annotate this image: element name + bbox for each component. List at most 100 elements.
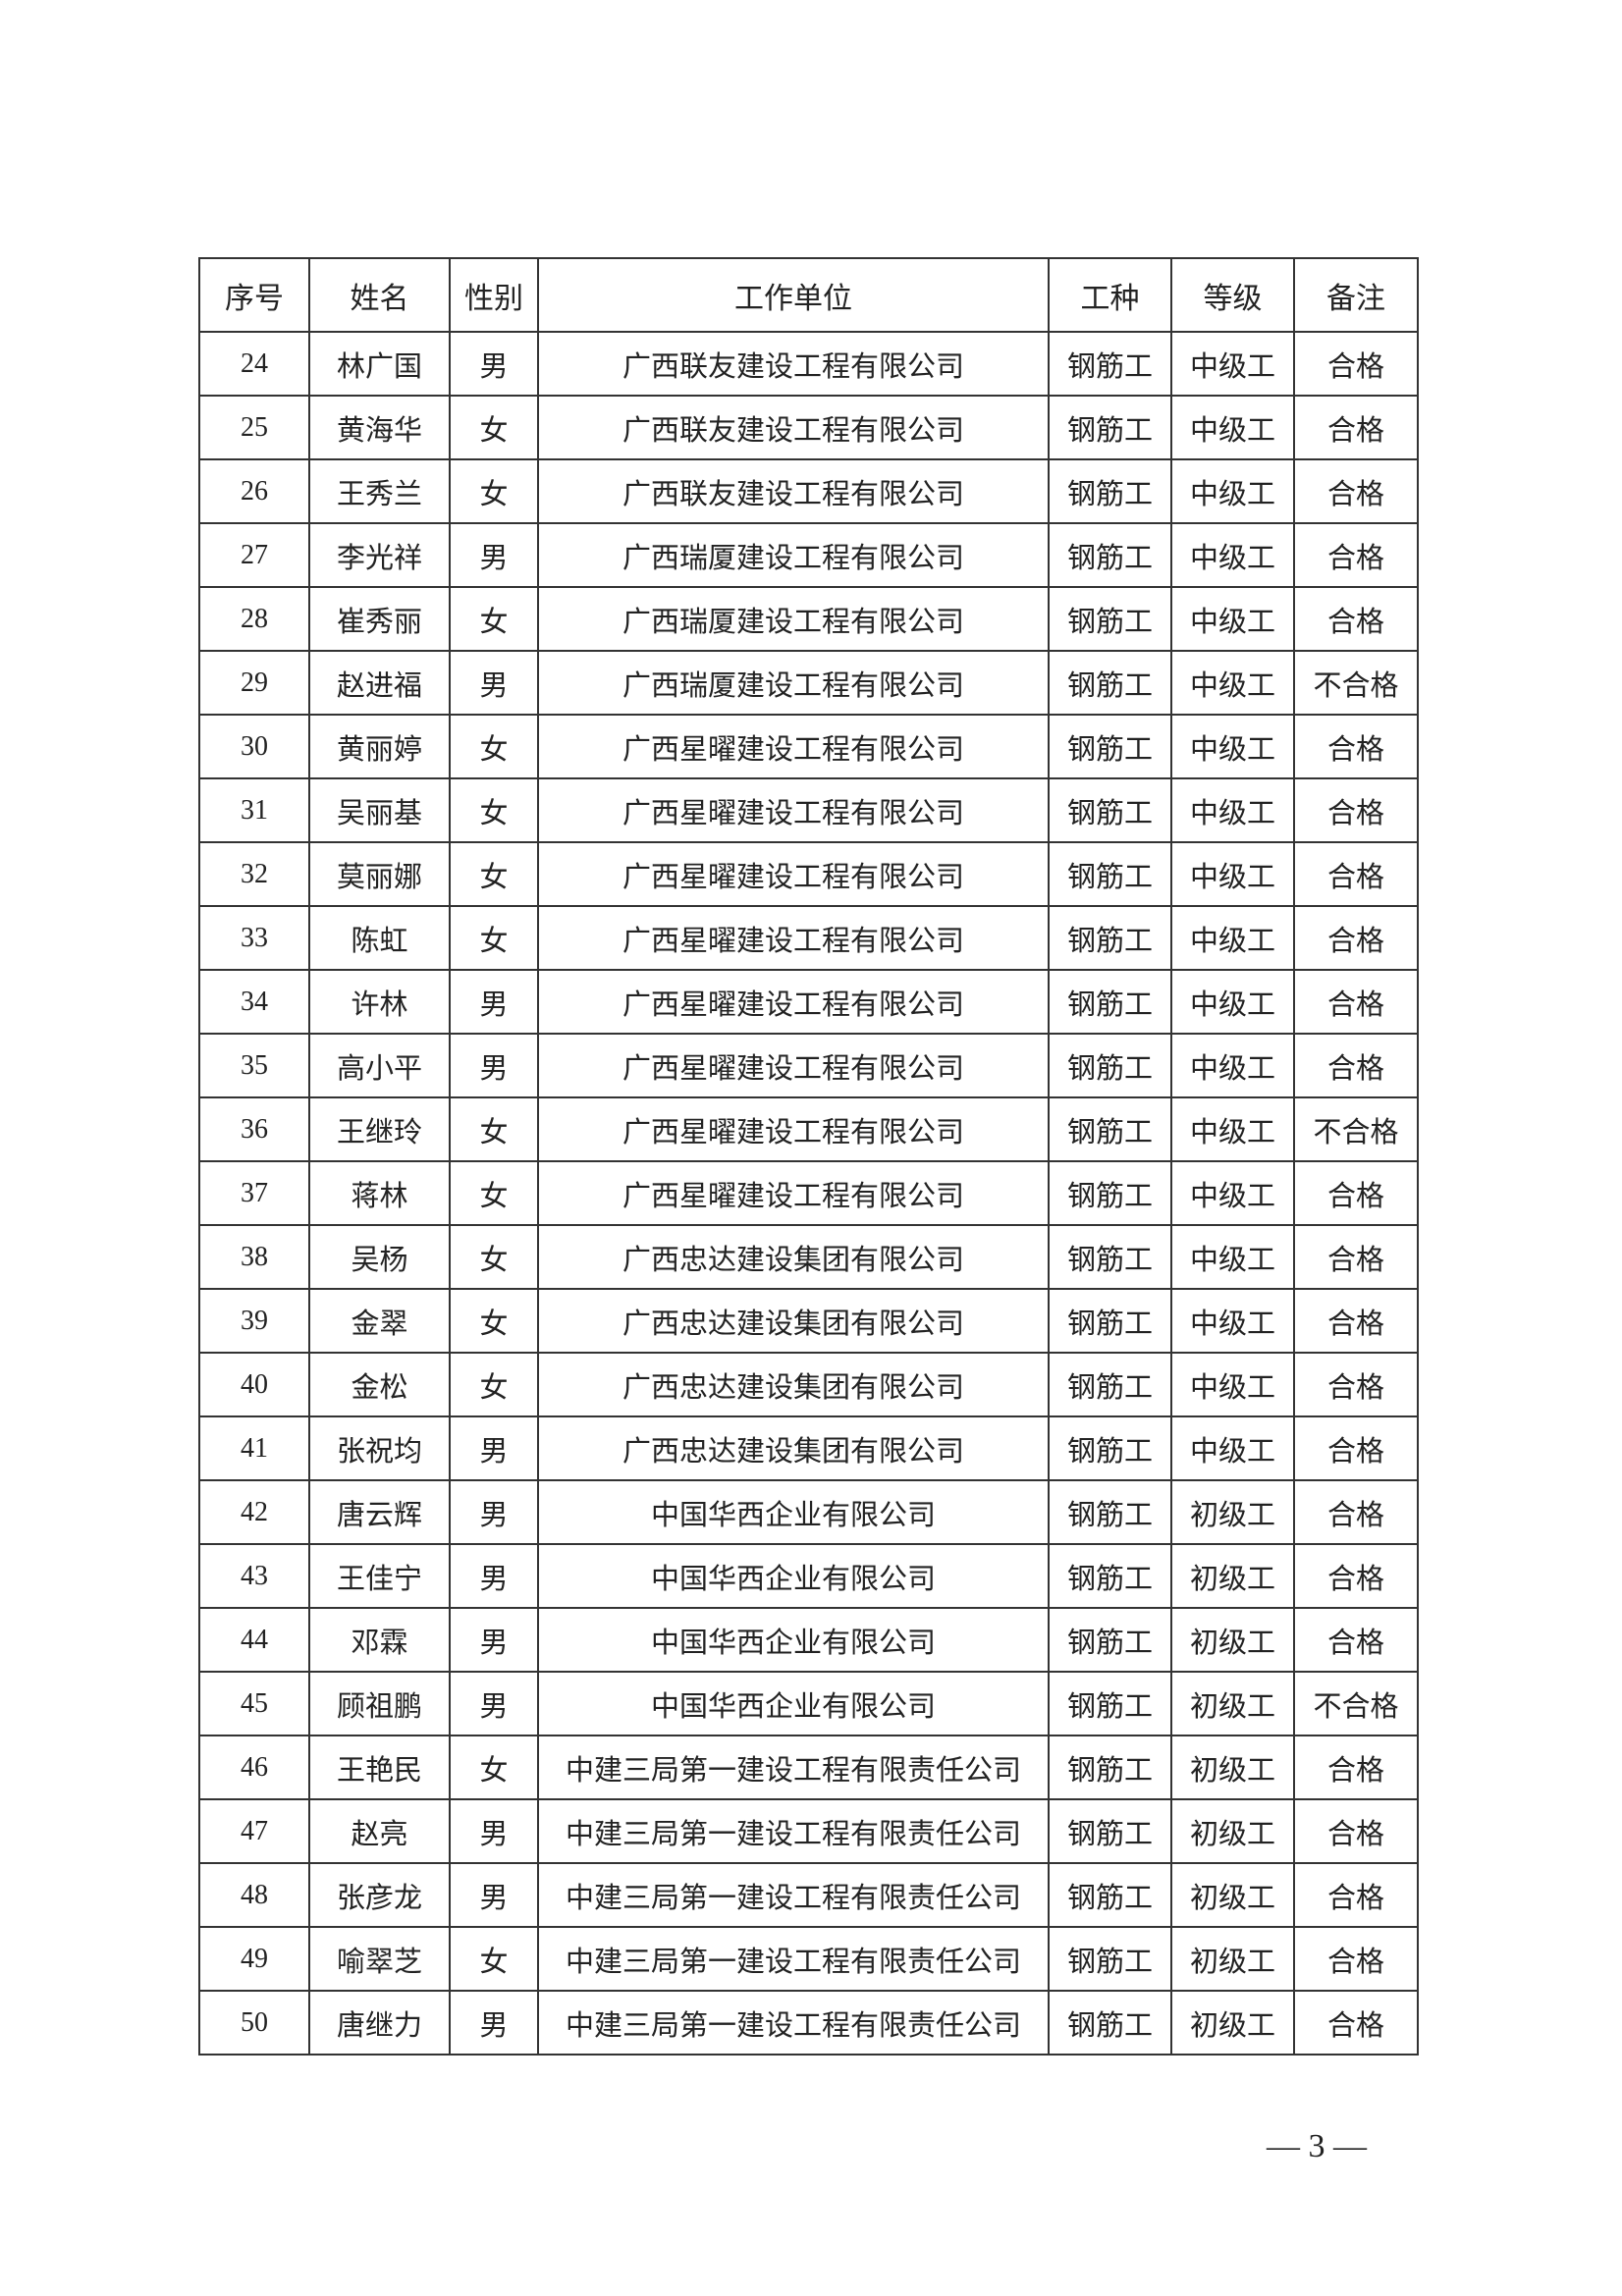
cell-col-index: 37 — [198, 1160, 310, 1226]
cell-col-index: 42 — [198, 1479, 310, 1545]
table-row: 47 赵亮男中建三局第一建设工程有限责任公司 钢筋工 初级工 合格 — [198, 1798, 1419, 1864]
cell-col-remark: 合格 — [1293, 1415, 1419, 1481]
cell-col-employer: 中国华西企业有限公司 — [537, 1479, 1050, 1545]
cell-col-trade: 钢筋工 — [1048, 1160, 1172, 1226]
cell-col-trade: 钢筋工 — [1048, 1224, 1172, 1290]
cell-col-level: 初级工 — [1170, 1671, 1295, 1736]
header-col-remark: 备注 — [1293, 257, 1419, 333]
cell-col-trade: 钢筋工 — [1048, 714, 1172, 779]
cell-col-remark: 不合格 — [1293, 1096, 1419, 1162]
cell-col-index: 27 — [198, 522, 310, 588]
cell-col-name: 黄丽婷 — [308, 714, 451, 779]
header-col-name: 姓名 — [308, 257, 451, 333]
cell-col-name: 吴杨 — [308, 1224, 451, 1290]
cell-col-index: 31 — [198, 777, 310, 843]
cell-col-employer: 广西瑞厦建设工程有限公司 — [537, 522, 1050, 588]
cell-col-remark: 合格 — [1293, 777, 1419, 843]
cell-col-gender: 女 — [449, 714, 539, 779]
cell-col-gender: 男 — [449, 1415, 539, 1481]
cell-col-employer: 广西忠达建设集团有限公司 — [537, 1224, 1050, 1290]
cell-col-trade: 钢筋工 — [1048, 1288, 1172, 1354]
cell-col-name: 吴丽基 — [308, 777, 451, 843]
cell-col-employer: 广西瑞厦建设工程有限公司 — [537, 650, 1050, 716]
cell-col-trade: 钢筋工 — [1048, 458, 1172, 524]
cell-col-index: 28 — [198, 586, 310, 652]
table-row: 43 王佳宁男中国华西企业有限公司 钢筋工 初级工 合格 — [198, 1543, 1419, 1609]
cell-col-gender: 女 — [449, 1926, 539, 1992]
cell-col-trade: 钢筋工 — [1048, 1671, 1172, 1736]
cell-col-index: 34 — [198, 969, 310, 1035]
table-row: 26 王秀兰女广西联友建设工程有限公司 钢筋工 中级工 合格 — [198, 458, 1419, 524]
table-row: 39 金翠女广西忠达建设集团有限公司 钢筋工 中级工 合格 — [198, 1288, 1419, 1354]
cell-col-remark: 合格 — [1293, 1352, 1419, 1417]
cell-col-level: 初级工 — [1170, 1798, 1295, 1864]
cell-col-level: 初级工 — [1170, 1862, 1295, 1928]
cell-col-level: 中级工 — [1170, 522, 1295, 588]
table-row: 28 崔秀丽女广西瑞厦建设工程有限公司 钢筋工 中级工 合格 — [198, 586, 1419, 652]
cell-col-trade: 钢筋工 — [1048, 1096, 1172, 1162]
cell-col-trade: 钢筋工 — [1048, 1798, 1172, 1864]
cell-col-employer: 广西星曜建设工程有限公司 — [537, 1096, 1050, 1162]
table-row: 25 黄海华女广西联友建设工程有限公司 钢筋工 中级工 合格 — [198, 395, 1419, 460]
cell-col-remark: 合格 — [1293, 1607, 1419, 1673]
cell-col-remark: 合格 — [1293, 1862, 1419, 1928]
cell-col-trade: 钢筋工 — [1048, 586, 1172, 652]
cell-col-index: 36 — [198, 1096, 310, 1162]
cell-col-level: 初级工 — [1170, 1990, 1295, 2056]
table-row: 49 喻翠芝女中建三局第一建设工程有限责任公司 钢筋工 初级工 合格 — [198, 1926, 1419, 1992]
cell-col-remark: 合格 — [1293, 714, 1419, 779]
cell-col-employer: 中建三局第一建设工程有限责任公司 — [537, 1862, 1050, 1928]
cell-col-remark: 合格 — [1293, 331, 1419, 397]
cell-col-gender: 女 — [449, 395, 539, 460]
cell-col-name: 喻翠芝 — [308, 1926, 451, 1992]
cell-col-gender: 女 — [449, 1352, 539, 1417]
table-row: 38 吴杨女广西忠达建设集团有限公司 钢筋工 中级工 合格 — [198, 1224, 1419, 1290]
header-col-trade: 工种 — [1048, 257, 1172, 333]
cell-col-name: 邓霖 — [308, 1607, 451, 1673]
cell-col-name: 林广国 — [308, 331, 451, 397]
page-number: — 3 — — [1267, 2128, 1367, 2164]
table-row: 30 黄丽婷女广西星曜建设工程有限公司 钢筋工 中级工 合格 — [198, 714, 1419, 779]
header-col-employer: 工作单位 — [537, 257, 1050, 333]
cell-col-employer: 广西星曜建设工程有限公司 — [537, 905, 1050, 971]
cell-col-name: 赵进福 — [308, 650, 451, 716]
cell-col-employer: 广西忠达建设集团有限公司 — [537, 1352, 1050, 1417]
cell-col-index: 41 — [198, 1415, 310, 1481]
cell-col-employer: 广西瑞厦建设工程有限公司 — [537, 586, 1050, 652]
cell-col-trade: 钢筋工 — [1048, 1735, 1172, 1800]
cell-col-name: 黄海华 — [308, 395, 451, 460]
cell-col-employer: 广西星曜建设工程有限公司 — [537, 841, 1050, 907]
cell-col-name: 王秀兰 — [308, 458, 451, 524]
cell-col-employer: 广西星曜建设工程有限公司 — [537, 1033, 1050, 1098]
table-row: 40 金松女广西忠达建设集团有限公司 钢筋工 中级工 合格 — [198, 1352, 1419, 1417]
table-row: 48 张彦龙男中建三局第一建设工程有限责任公司 钢筋工 初级工 合格 — [198, 1862, 1419, 1928]
cell-col-employer: 广西联友建设工程有限公司 — [537, 331, 1050, 397]
cell-col-trade: 钢筋工 — [1048, 1033, 1172, 1098]
cell-col-level: 中级工 — [1170, 1096, 1295, 1162]
cell-col-gender: 女 — [449, 1096, 539, 1162]
cell-col-level: 中级工 — [1170, 395, 1295, 460]
cell-col-remark: 合格 — [1293, 1926, 1419, 1992]
cell-col-trade: 钢筋工 — [1048, 1415, 1172, 1481]
cell-col-index: 46 — [198, 1735, 310, 1800]
cell-col-gender: 女 — [449, 841, 539, 907]
cell-col-level: 初级工 — [1170, 1926, 1295, 1992]
cell-col-level: 中级工 — [1170, 714, 1295, 779]
cell-col-index: 48 — [198, 1862, 310, 1928]
cell-col-employer: 广西忠达建设集团有限公司 — [537, 1415, 1050, 1481]
cell-col-trade: 钢筋工 — [1048, 395, 1172, 460]
cell-col-level: 中级工 — [1170, 1415, 1295, 1481]
cell-col-remark: 合格 — [1293, 841, 1419, 907]
cell-col-level: 中级工 — [1170, 777, 1295, 843]
cell-col-name: 顾祖鹏 — [308, 1671, 451, 1736]
cell-col-name: 王佳宁 — [308, 1543, 451, 1609]
table-row: 41 张祝均男广西忠达建设集团有限公司 钢筋工 中级工 合格 — [198, 1415, 1419, 1481]
table-row: 31 吴丽基女广西星曜建设工程有限公司 钢筋工 中级工 合格 — [198, 777, 1419, 843]
table-row: 42 唐云辉男中国华西企业有限公司 钢筋工 初级工 合格 — [198, 1479, 1419, 1545]
cell-col-employer: 中建三局第一建设工程有限责任公司 — [537, 1798, 1050, 1864]
cell-col-gender: 女 — [449, 586, 539, 652]
cell-col-index: 24 — [198, 331, 310, 397]
cell-col-gender: 女 — [449, 1224, 539, 1290]
cell-col-level: 中级工 — [1170, 1033, 1295, 1098]
table-row: 24 林广国男广西联友建设工程有限公司 钢筋工 中级工 合格 — [198, 331, 1419, 397]
